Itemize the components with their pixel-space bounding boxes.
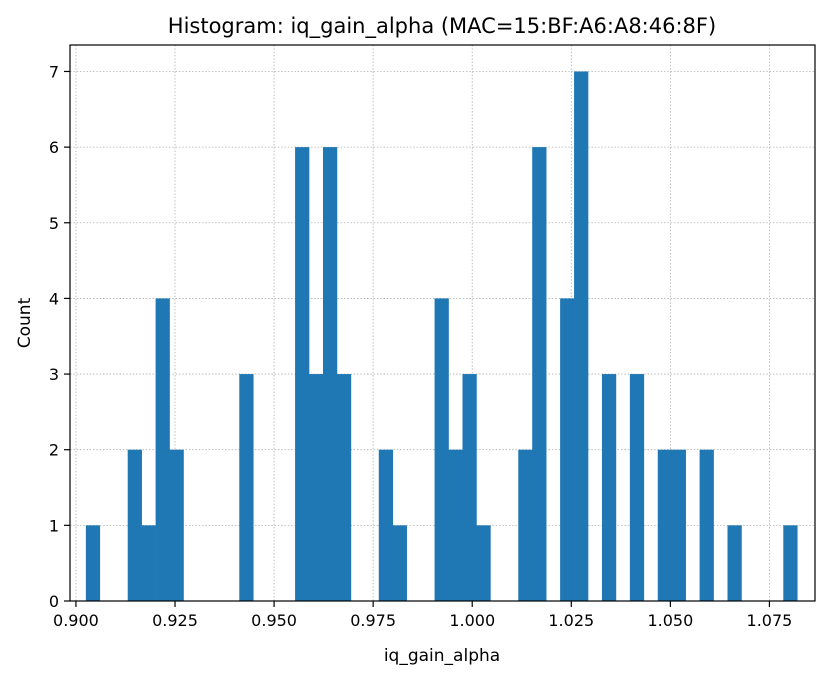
- histogram-bar: [560, 298, 575, 601]
- chart-title: Histogram: iq_gain_alpha (MAC=15:BF:A6:A…: [168, 14, 716, 39]
- histogram-bar: [85, 525, 101, 601]
- histogram-bar: [141, 525, 156, 601]
- histogram-bar: [322, 147, 338, 602]
- y-tick-label: 6: [49, 138, 59, 157]
- x-tick-label: 1.025: [548, 611, 594, 630]
- y-tick-label: 3: [49, 365, 59, 384]
- histogram-bar: [155, 298, 170, 601]
- histogram-bar: [727, 525, 742, 601]
- histogram-bar: [295, 147, 310, 602]
- histogram-bar: [601, 374, 617, 601]
- histogram-bar: [434, 298, 449, 601]
- x-tick-label: 0.900: [53, 611, 99, 630]
- histogram-bar: [448, 449, 463, 601]
- histogram-bar: [476, 525, 491, 601]
- histogram-bar: [783, 525, 798, 601]
- histogram-bar: [239, 374, 254, 601]
- y-tick-label: 5: [49, 214, 59, 233]
- histogram-bar: [392, 525, 407, 601]
- histogram-bar: [169, 449, 184, 601]
- x-tick-label: 0.975: [350, 611, 396, 630]
- y-tick-label: 0: [49, 592, 59, 611]
- x-tick-label: 0.950: [251, 611, 297, 630]
- x-tick-label: 1.050: [647, 611, 693, 630]
- y-tick-label: 1: [49, 516, 59, 535]
- histogram-bar: [699, 449, 714, 601]
- x-tick-label: 1.000: [449, 611, 495, 630]
- histogram-bar: [518, 449, 533, 601]
- histogram-bar: [532, 147, 547, 602]
- y-tick-label: 7: [49, 62, 59, 81]
- plot-frame: [69, 44, 816, 602]
- histogram-bar: [309, 374, 324, 601]
- histogram-bar: [378, 449, 394, 601]
- histogram-bar: [336, 374, 352, 601]
- histogram-bar: [127, 449, 142, 601]
- y-tick-label: 4: [49, 289, 59, 308]
- histogram-bar: [671, 449, 686, 601]
- x-tick-label: 0.925: [152, 611, 198, 630]
- x-axis-label: iq_gain_alpha: [384, 646, 500, 666]
- x-tick-label: 1.075: [747, 611, 793, 630]
- histogram-bar: [629, 374, 645, 601]
- y-tick-label: 2: [49, 441, 59, 460]
- bars: [85, 71, 798, 602]
- histogram-bar: [574, 71, 589, 601]
- y-axis-ticks: 0 1 2 3 4 5 6 7: [49, 62, 70, 611]
- x-axis-ticks: 0.900 0.925 0.950 0.975 1.000 1.025 1.050 1.075: [53, 601, 792, 630]
- histogram-bar: [462, 374, 477, 601]
- y-axis-label: Count: [15, 297, 35, 348]
- histogram-bar: [657, 449, 673, 601]
